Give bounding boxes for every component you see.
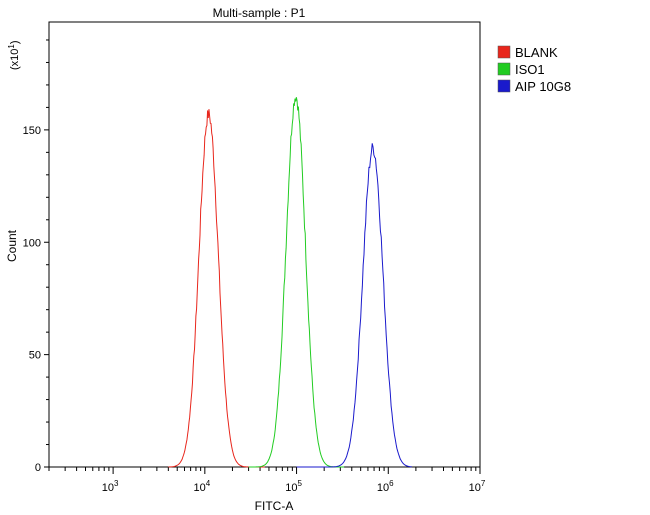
series-line-aip-10g8 bbox=[296, 143, 412, 468]
y-tick-label: 100 bbox=[23, 237, 41, 249]
y-axis-ticks: 0 50 100 150 bbox=[23, 39, 49, 474]
x-tick-base: 10 bbox=[102, 482, 114, 494]
x-axis-label: FITC-A bbox=[255, 499, 294, 513]
y-multiplier-label: (x101) bbox=[7, 40, 21, 70]
y-tick-label: 0 bbox=[35, 462, 41, 474]
legend-label: AIP 10G8 bbox=[515, 79, 571, 94]
x-axis-ticks: 103 104 105 106 107 bbox=[48, 467, 486, 494]
x-tick-base: 10 bbox=[193, 482, 205, 494]
x-tick-label: 104 bbox=[193, 479, 210, 494]
y-multiplier-close: ) bbox=[9, 40, 21, 44]
series-line-iso1 bbox=[248, 97, 345, 468]
x-tick-label: 107 bbox=[469, 479, 486, 494]
legend-label: ISO1 bbox=[515, 62, 545, 77]
series-lines bbox=[168, 97, 412, 468]
x-tick-base: 10 bbox=[377, 482, 389, 494]
legend-swatch bbox=[497, 45, 511, 59]
x-tick-base: 10 bbox=[285, 482, 297, 494]
chart-title: Multi-sample : P1 bbox=[213, 6, 306, 20]
series-line-blank bbox=[168, 109, 265, 468]
y-axis-label: Count bbox=[5, 229, 19, 262]
plot-frame bbox=[48, 21, 481, 468]
x-tick-base: 10 bbox=[469, 482, 481, 494]
x-tick-exp: 7 bbox=[481, 479, 486, 488]
y-tick-label: 150 bbox=[23, 125, 41, 137]
x-tick-exp: 5 bbox=[297, 479, 302, 488]
legend-swatch bbox=[497, 62, 511, 76]
y-multiplier-exp: 1 bbox=[7, 44, 16, 49]
y-multiplier-base: (x10 bbox=[9, 49, 21, 70]
x-tick-exp: 4 bbox=[206, 479, 211, 488]
x-tick-label: 106 bbox=[377, 479, 394, 494]
legend-label: BLANK bbox=[515, 45, 558, 60]
svg-text:(x101): (x101) bbox=[7, 40, 21, 70]
y-tick-label: 50 bbox=[29, 350, 41, 362]
legend-swatch bbox=[497, 79, 511, 93]
x-tick-exp: 6 bbox=[389, 479, 394, 488]
x-tick-label: 103 bbox=[102, 479, 119, 494]
x-tick-label: 105 bbox=[285, 479, 302, 494]
x-tick-exp: 3 bbox=[114, 479, 119, 488]
legend: BLANK ISO1 AIP 10G8 bbox=[497, 45, 571, 94]
